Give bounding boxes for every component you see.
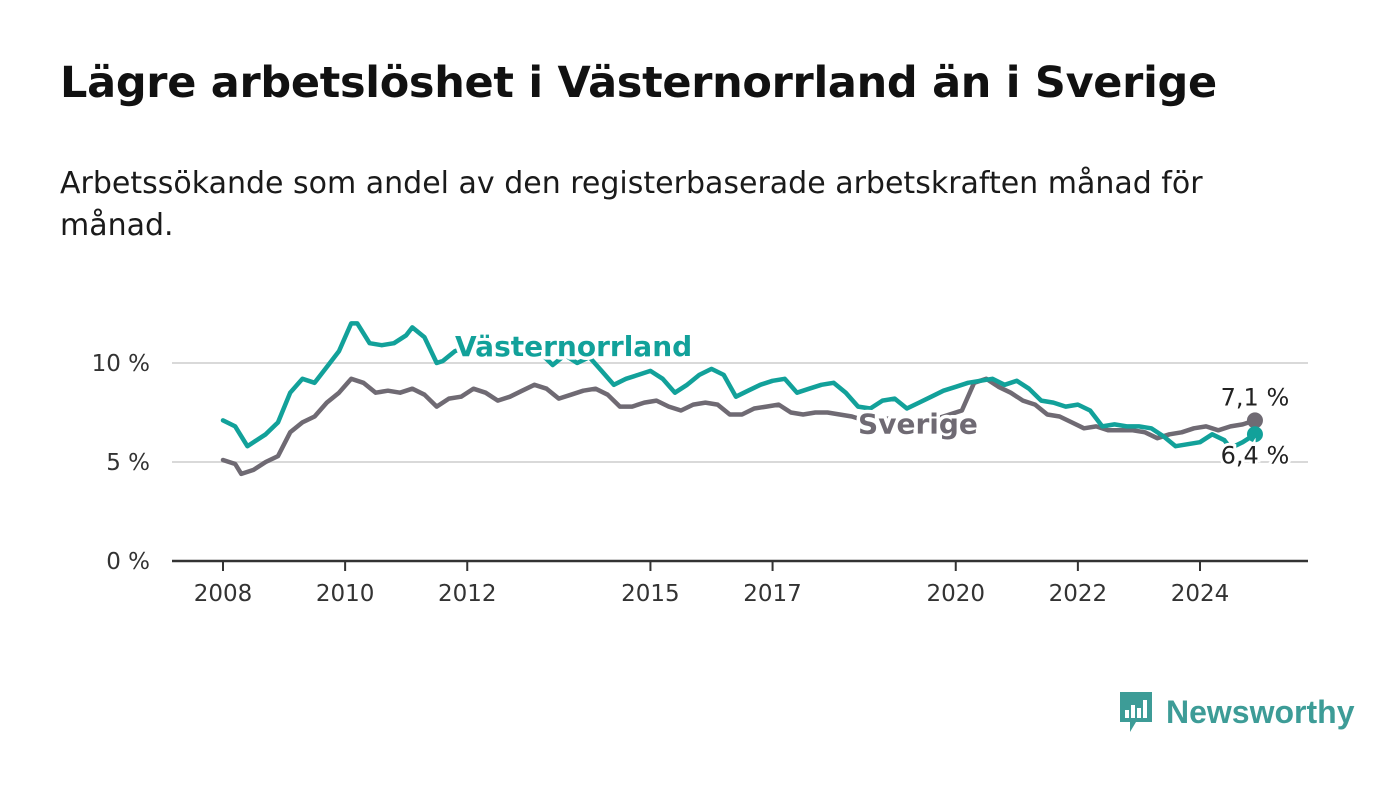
bar-chart-speech-bubble-icon [1120,692,1152,732]
chart-title: Lägre arbetslöshet i Västernorrland än i… [60,58,1217,108]
axes: 0 % 5 % 10 % 2008 2010 2012 2015 2017 2020 2022 20… [92,351,1308,607]
end-value-label-vasternorrland: 6,4 % [1221,441,1290,469]
x-tick-label: 2017 [743,581,802,607]
x-tick-label: 2008 [194,581,253,607]
series-lines [220,321,1263,477]
newsworthy-logo: Newsworthy [1118,690,1354,734]
chart-subtitle: Arbetssökande som andel av den registerb… [60,166,1203,243]
series-name-label-sverige: Sverige [858,407,978,440]
logo-text: Newsworthy [1166,693,1355,730]
gridlines [172,362,1308,463]
x-tick-label: 2024 [1171,581,1230,607]
end-value-label-sverige: 7,1 % [1221,383,1290,411]
end-point-marker-sverige [1246,412,1263,429]
y-tick-label: 0 % [106,549,150,575]
series-labels: Västernorrland Sverige 6,4 % 7,1 % [452,327,1293,473]
x-tick-label: 2012 [438,581,497,607]
series-line-vasternorrland [220,321,1258,451]
x-tick-label: 2015 [621,581,680,607]
y-tick-label: 10 % [92,351,150,377]
x-tick-label: 2022 [1049,581,1108,607]
x-tick-label: 2010 [316,581,375,607]
series-name-label-vasternorrland: Västernorrland [455,330,692,363]
x-tick-label: 2020 [926,581,985,607]
series-line-sverige [220,376,1258,477]
end-point-marker-vasternorrland [1246,426,1263,443]
y-tick-label: 5 % [106,450,150,476]
